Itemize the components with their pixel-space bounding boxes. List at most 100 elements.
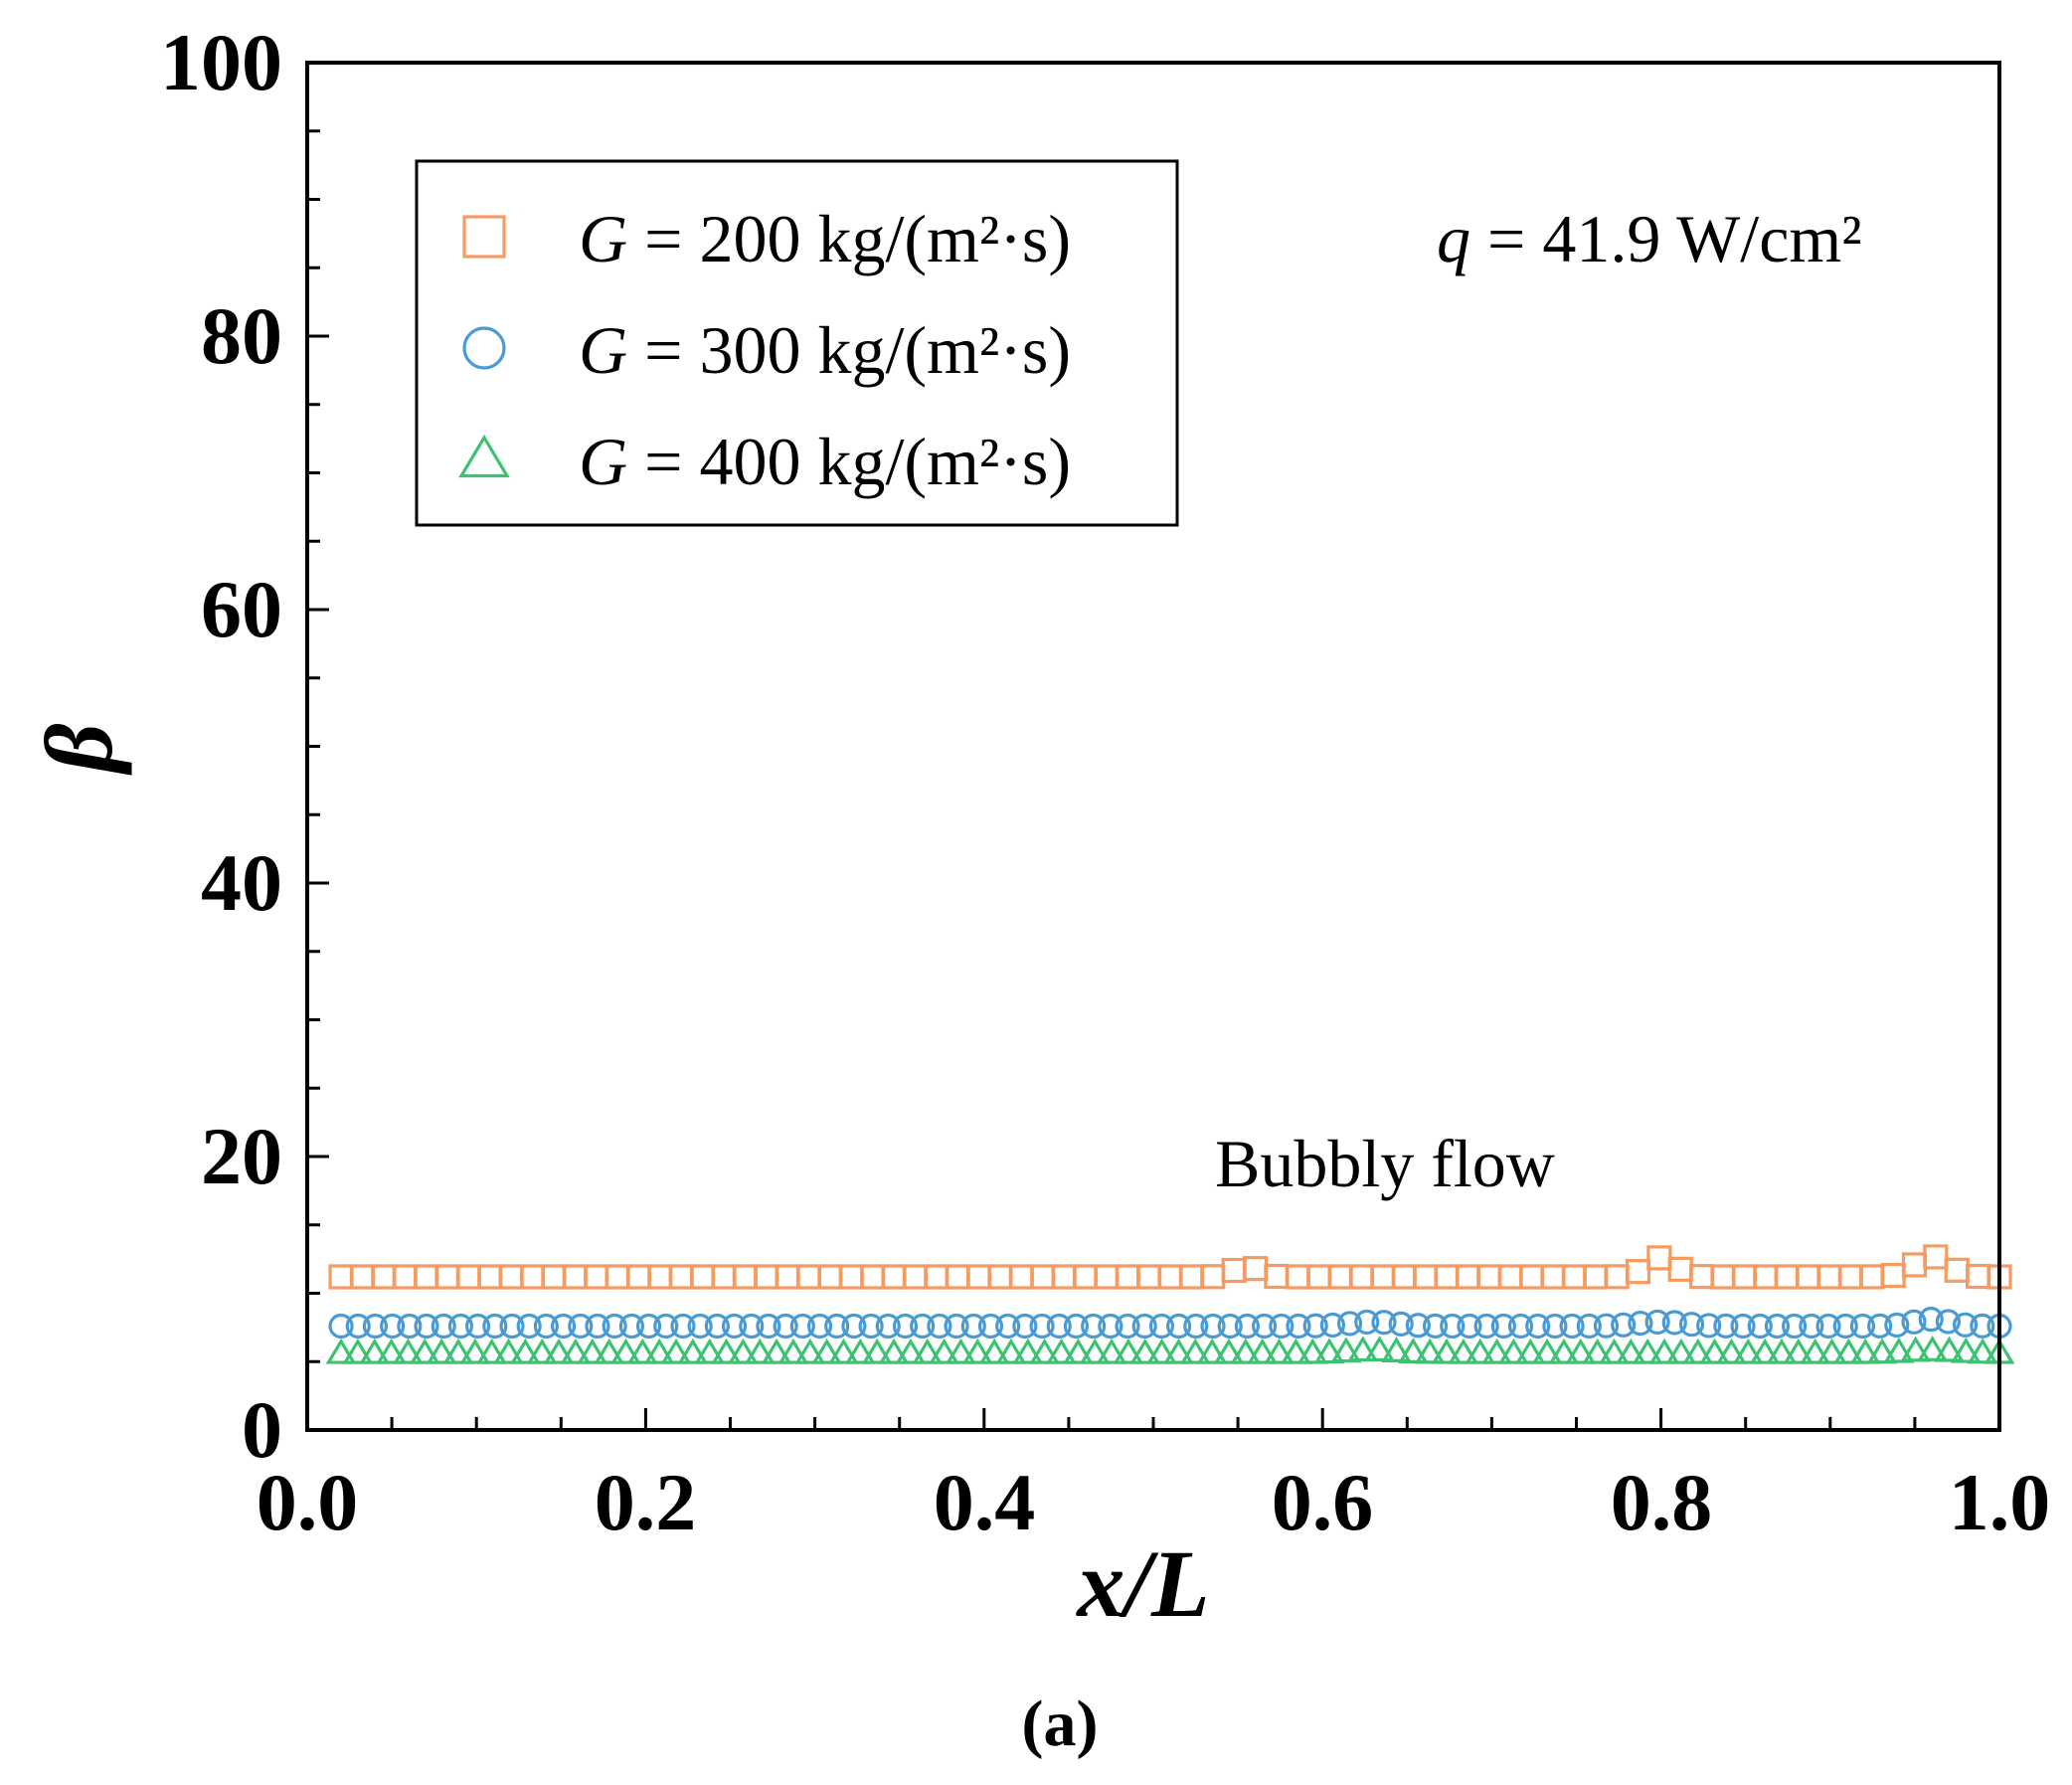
data-point xyxy=(328,1313,354,1339)
data-point xyxy=(362,1313,389,1339)
data-point xyxy=(704,1313,730,1339)
data-point xyxy=(526,1338,558,1364)
series-square xyxy=(328,1244,2012,1290)
data-point xyxy=(1783,1338,1814,1364)
data-point xyxy=(902,1264,929,1290)
data-point xyxy=(721,1313,748,1339)
data-point xyxy=(858,1313,884,1339)
data-point xyxy=(1918,1307,1944,1333)
x-tick-label: 0.8 xyxy=(1611,1457,1713,1547)
data-point xyxy=(1113,1338,1144,1364)
data-point xyxy=(1094,1264,1120,1290)
data-point xyxy=(732,1264,758,1290)
data-point xyxy=(1051,1264,1077,1290)
data-point xyxy=(397,1313,423,1339)
data-point xyxy=(1935,1309,1962,1335)
data-point xyxy=(1166,1313,1192,1339)
data-point xyxy=(1561,1264,1587,1290)
data-point xyxy=(1582,1338,1614,1364)
data-point xyxy=(1062,1338,1094,1364)
data-point xyxy=(1699,1338,1731,1364)
data-point xyxy=(1327,1264,1353,1290)
data-point xyxy=(1565,1338,1597,1364)
data-point xyxy=(1029,1338,1061,1364)
data-point xyxy=(345,1313,371,1339)
data-point xyxy=(1131,1313,1157,1339)
data-point xyxy=(1667,1256,1693,1282)
data-point xyxy=(1348,1264,1375,1290)
data-point xyxy=(371,1264,397,1290)
data-point xyxy=(647,1264,673,1290)
data-point xyxy=(1795,1264,1821,1290)
data-point xyxy=(1611,1312,1637,1338)
y-tick-label: 0 xyxy=(242,1384,282,1475)
data-point xyxy=(694,1338,726,1364)
data-point xyxy=(689,1264,716,1290)
data-point xyxy=(1286,1313,1311,1339)
data-point xyxy=(465,1313,491,1339)
legend-markers xyxy=(458,215,510,478)
data-point xyxy=(1967,1338,1998,1364)
data-point xyxy=(775,1264,800,1290)
data-point xyxy=(824,1313,850,1339)
flow-regime-annotation: Bubbly flow xyxy=(1215,1126,1555,1201)
data-point xyxy=(1953,1312,1979,1338)
data-point xyxy=(711,1338,743,1364)
x-tick-label: 0.4 xyxy=(934,1457,1036,1547)
data-point xyxy=(1285,1264,1310,1290)
data-point xyxy=(1732,1338,1764,1364)
data-point xyxy=(892,1313,919,1339)
data-point xyxy=(1648,1338,1680,1364)
data-point xyxy=(1354,1309,1380,1336)
data-point xyxy=(409,1338,440,1364)
data-point xyxy=(1431,1338,1463,1364)
data-point xyxy=(1599,1338,1630,1364)
data-point xyxy=(376,1338,408,1364)
data-point xyxy=(1440,1313,1466,1339)
data-point xyxy=(1247,1338,1279,1364)
data-point xyxy=(1883,1337,1915,1363)
data-point xyxy=(1782,1313,1808,1339)
data-point xyxy=(1330,1337,1362,1363)
data-point xyxy=(1217,1313,1243,1339)
data-point xyxy=(349,1264,376,1290)
data-point xyxy=(1306,1264,1332,1290)
data-point xyxy=(459,1338,491,1364)
data-point xyxy=(1799,1313,1824,1339)
data-point xyxy=(584,1264,609,1290)
data-point xyxy=(1696,1313,1722,1339)
data-point xyxy=(668,1264,694,1290)
data-point xyxy=(927,1313,952,1339)
data-point xyxy=(594,1338,625,1364)
data-point xyxy=(817,1264,843,1290)
data-point xyxy=(1944,1257,1970,1283)
data-point xyxy=(875,1313,901,1339)
data-point xyxy=(660,1338,692,1364)
figure-caption: (a) xyxy=(1022,1688,1099,1760)
data-point xyxy=(1859,1264,1885,1290)
data-point xyxy=(1576,1313,1602,1339)
data-point xyxy=(455,1264,481,1290)
data-point xyxy=(1405,1313,1431,1339)
data-point xyxy=(1146,1338,1178,1364)
data-point xyxy=(1689,1264,1715,1290)
data-point xyxy=(626,1338,658,1364)
data-point xyxy=(860,1264,886,1290)
data-point xyxy=(1661,1310,1687,1336)
data-point xyxy=(1715,1338,1747,1364)
data-point xyxy=(1063,1313,1090,1339)
x-axis-label: x/L xyxy=(1075,1530,1209,1637)
data-point xyxy=(1178,1264,1205,1290)
data-point xyxy=(1749,1338,1781,1364)
data-point xyxy=(1183,1313,1209,1339)
data-point xyxy=(1221,1257,1247,1284)
data-point xyxy=(328,1264,354,1290)
data-point xyxy=(1336,1311,1363,1337)
data-point xyxy=(1849,1313,1876,1339)
data-point xyxy=(687,1313,713,1339)
data-point xyxy=(1880,1262,1906,1289)
data-point xyxy=(1364,1336,1396,1362)
data-point xyxy=(1280,1338,1311,1364)
data-point xyxy=(1497,1264,1523,1290)
data-point xyxy=(1030,1264,1056,1290)
